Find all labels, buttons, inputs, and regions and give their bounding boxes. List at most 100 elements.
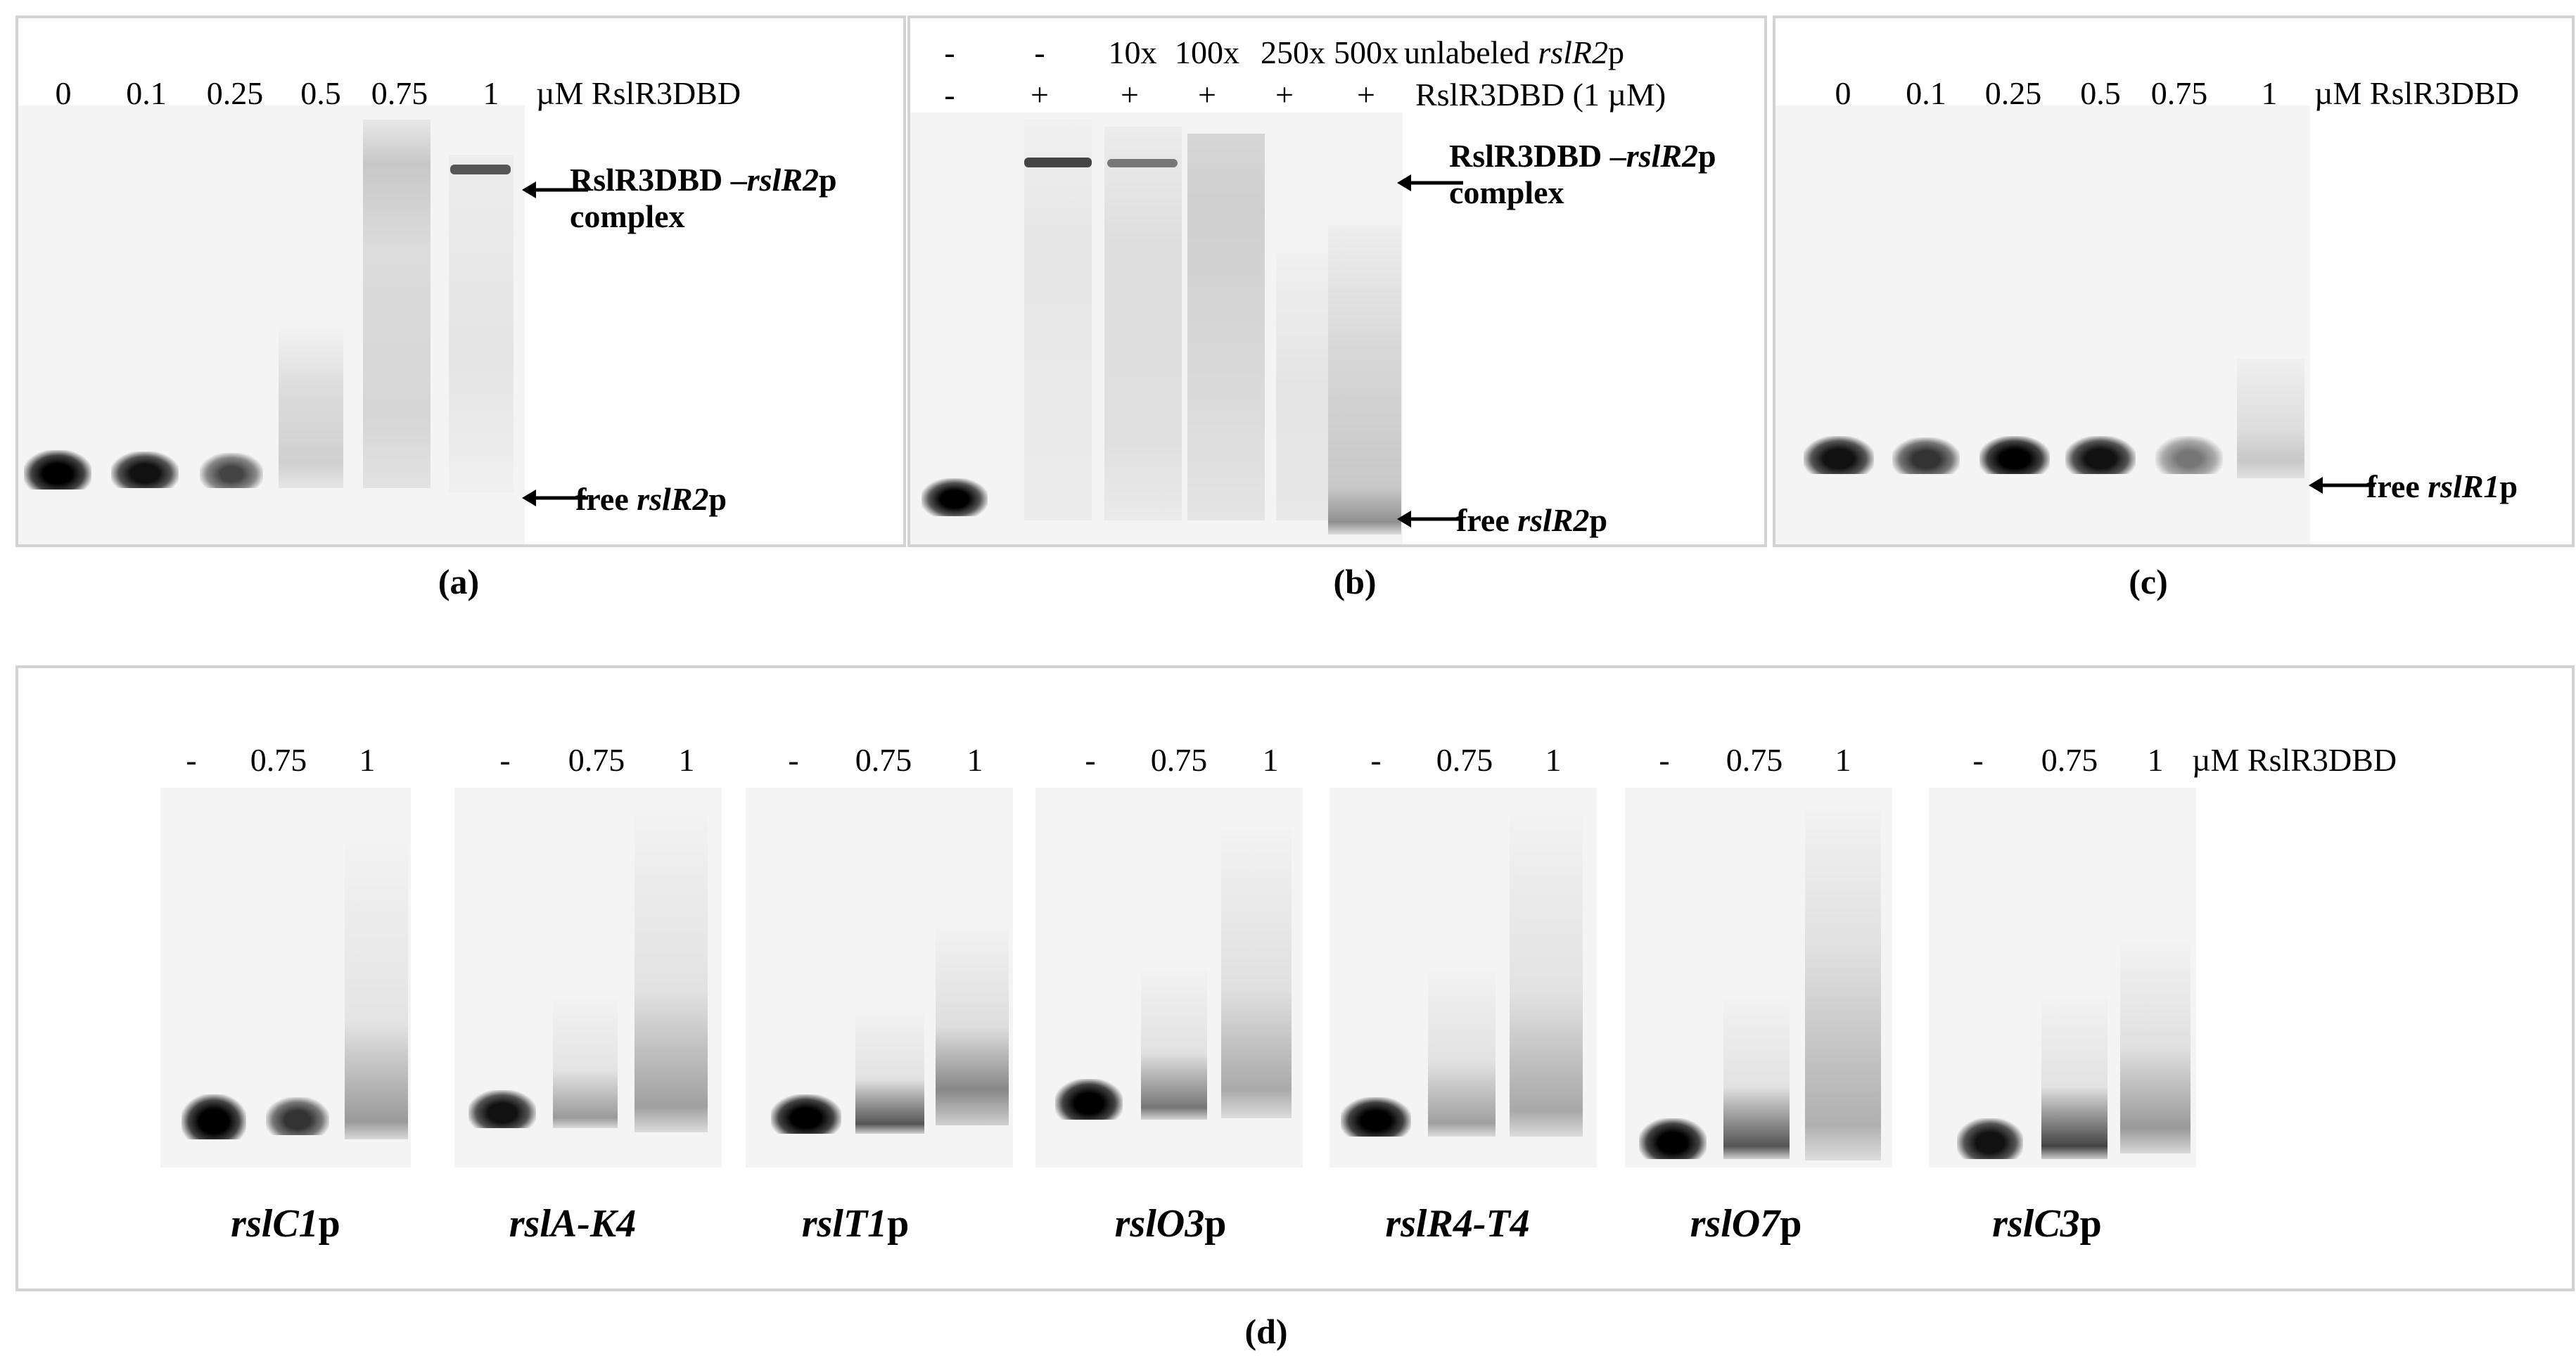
lane-label-d3-3: 1: [967, 742, 983, 778]
protein-label-b6: +: [1357, 77, 1375, 113]
lane-d5-2: [1428, 971, 1496, 1137]
lane-d7-1: [1957, 1118, 2023, 1159]
caption-d: (d): [1244, 1312, 1288, 1351]
lane-c3: [1979, 436, 2050, 474]
lane-d7-2: [2041, 999, 2108, 1159]
gene-label-d5: rslR4-T4: [1385, 1202, 1530, 1246]
lane-label-d1-1: -: [186, 742, 197, 778]
lane-label-d3-1: -: [788, 742, 799, 778]
lane-a6: [449, 155, 514, 492]
lane-label-c3: 0.25: [1984, 75, 2042, 111]
panel-d-gel-2: [454, 788, 722, 1168]
lane-b2: [1024, 120, 1092, 520]
lane-a5: [363, 120, 431, 488]
complex-label-a: RslR3DBD –rslR2p complex: [570, 162, 837, 234]
lane-label-d5-1: -: [1370, 742, 1382, 778]
lane-label-d7-1: -: [1972, 742, 1984, 778]
competitor-label-b4: 100x: [1175, 34, 1239, 70]
lane-d1-1: [181, 1094, 246, 1139]
complex-arrow-b: [1397, 174, 1463, 191]
lane-label-d2-3: 1: [678, 742, 695, 778]
free-label-c: free rslR1p: [2366, 468, 2518, 504]
lane-b1: [922, 478, 988, 516]
lane-label-d4-1: -: [1085, 742, 1096, 778]
lane-d3-1: [771, 1094, 841, 1134]
lane-d5-3: [1510, 816, 1583, 1137]
competitor-label-b6: 500x: [1334, 34, 1398, 70]
free-arrow-b: [1397, 511, 1463, 527]
panel-d-gel-3: [746, 788, 1013, 1168]
lane-c5: [2155, 436, 2223, 474]
lane-d4-2: [1141, 971, 1207, 1120]
lane-label-a3: 0.25: [206, 75, 264, 111]
protein-label-b1: -: [944, 77, 955, 113]
competitor-label-b2: -: [1034, 34, 1045, 70]
lane-label-d2-2: 0.75: [568, 742, 625, 778]
gene-label-d3: rslT1p: [801, 1202, 910, 1246]
protein-label-b5: +: [1275, 77, 1294, 113]
lane-label-d1-2: 0.75: [250, 742, 307, 778]
lane-label-d3-2: 0.75: [855, 742, 912, 778]
lane-d2-2: [553, 999, 618, 1128]
competitor-label-b: unlabeled rslR2p: [1404, 34, 1624, 70]
panel-d-gel-4: [1035, 788, 1303, 1168]
lane-d3-3: [936, 928, 1009, 1125]
lane-label-c5: 0.75: [2150, 75, 2208, 111]
lane-label-d1-3: 1: [359, 742, 376, 778]
lane-label-d5-3: 1: [1545, 742, 1562, 778]
lane-label-d6-1: -: [1659, 742, 1670, 778]
lane-d3-2: [855, 1013, 924, 1134]
lane-d6-2: [1723, 999, 1790, 1159]
complex-label-b: RslR3DBD –rslR2p complex: [1449, 138, 1716, 210]
panel-d-gel-1: [160, 788, 411, 1168]
complex-band-b2: [1024, 158, 1092, 167]
lane-c4: [2065, 436, 2136, 474]
lane-label-c6: 1: [2261, 75, 2278, 111]
caption-b: (b): [1333, 562, 1377, 601]
lane-label-a5: 0.75: [371, 75, 428, 111]
lane-d1-2: [266, 1097, 329, 1135]
competitor-label-b5: 250x: [1261, 34, 1325, 70]
panel-b-gel: [910, 113, 1403, 544]
lane-d6-3: [1805, 809, 1881, 1160]
gene-label-d4: rslO3p: [1114, 1202, 1227, 1246]
competitor-label-b3: 10x: [1108, 34, 1157, 70]
gene-label-d7: rslC3p: [1992, 1202, 2102, 1246]
unit-label-a: µM RslR3DBD: [536, 75, 741, 111]
lane-label-c2: 0.1: [1906, 75, 1946, 111]
free-label-a: free rslR2p: [575, 481, 727, 517]
lane-label-d2-1: -: [499, 742, 511, 778]
lane-label-d6-3: 1: [1835, 742, 1851, 778]
free-arrow-a: [522, 490, 588, 506]
panel-d-gel-7: [1929, 788, 2196, 1168]
panel-d-gel-5: [1330, 788, 1597, 1168]
lane-label-c4: 0.5: [2080, 75, 2121, 111]
protein-label-b3: +: [1121, 77, 1139, 113]
caption-c: (c): [2129, 562, 2168, 601]
gene-label-d6: rslO7p: [1690, 1202, 1802, 1246]
lane-a1: [24, 450, 91, 490]
lane-label-d7-2: 0.75: [2041, 742, 2098, 778]
protein-label-b: RslR3DBD (1 µM): [1415, 77, 1666, 113]
lane-a3: [200, 453, 263, 488]
free-label-b: free rslR2p: [1456, 502, 1608, 538]
lane-label-d4-2: 0.75: [1150, 742, 1208, 778]
lane-label-d5-2: 0.75: [1436, 742, 1493, 778]
competitor-label-b1: -: [944, 34, 955, 70]
lane-d2-1: [468, 1090, 536, 1128]
lane-label-a1: 0: [55, 75, 72, 111]
complex-band-a6: [450, 165, 511, 174]
lane-a2: [111, 452, 179, 488]
lane-d6-1: [1639, 1118, 1707, 1159]
lane-d5-1: [1341, 1097, 1411, 1137]
lane-d7-3: [2120, 942, 2191, 1153]
lane-c6: [2237, 359, 2304, 478]
lane-label-d6-2: 0.75: [1726, 742, 1783, 778]
lane-d2-3: [635, 816, 708, 1132]
lane-label-d7-3: 1: [2147, 742, 2164, 778]
lane-label-a2: 0.1: [126, 75, 167, 111]
lane-d4-1: [1055, 1079, 1123, 1120]
unit-label-d: µM RslR3DBD: [2192, 742, 2397, 778]
lane-label-d4-3: 1: [1262, 742, 1279, 778]
protein-label-b2: +: [1031, 77, 1049, 113]
